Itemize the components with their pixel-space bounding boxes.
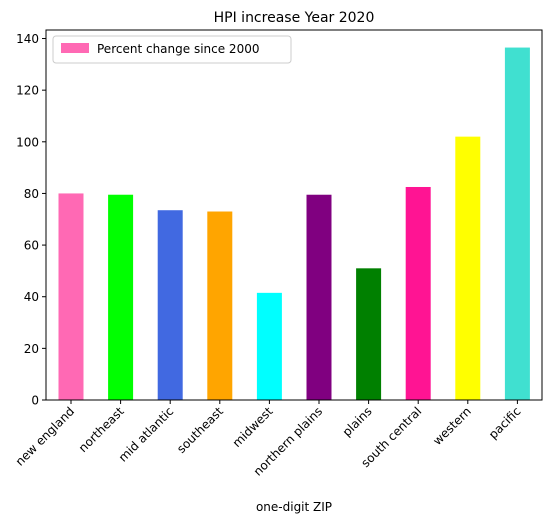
x-tick-label: pacific xyxy=(486,404,524,442)
legend-label: Percent change since 2000 xyxy=(97,42,259,56)
bar-mid-atlantic xyxy=(157,210,183,400)
y-tick-label: 0 xyxy=(31,394,39,408)
x-tick-label: midwest xyxy=(230,404,276,450)
y-tick-label: 80 xyxy=(24,187,39,201)
x-tick-label: western xyxy=(430,404,474,448)
y-tick-label: 140 xyxy=(16,32,39,46)
legend-swatch xyxy=(61,43,89,53)
y-tick-label: 60 xyxy=(24,239,39,253)
bar-south-central xyxy=(405,186,431,400)
legend-box xyxy=(52,35,292,64)
bar-midwest xyxy=(256,292,282,400)
chart-title: HPI increase Year 2020 xyxy=(214,10,375,26)
bar-pacific xyxy=(504,47,530,401)
x-tick-label: southeast xyxy=(174,404,226,456)
y-tick-label: 100 xyxy=(16,135,39,149)
y-tick-label: 120 xyxy=(16,84,39,98)
y-axis: 0 20 40 60 80 100 120 140 xyxy=(16,32,46,408)
bar-southeast xyxy=(207,211,233,400)
x-tick-label: plains xyxy=(340,404,375,439)
legend: Percent change since 2000 xyxy=(52,35,292,64)
bar-new-england xyxy=(58,193,84,400)
bars-group xyxy=(58,47,530,401)
y-tick-label: 20 xyxy=(24,342,39,356)
bar-plains xyxy=(356,268,382,400)
y-tick-label: 40 xyxy=(24,290,39,304)
plot-frame xyxy=(45,29,543,401)
bar-northern-plains xyxy=(306,194,332,400)
bar-northeast xyxy=(108,194,134,400)
x-tick-label: northeast xyxy=(76,404,127,455)
x-tick-label: new england xyxy=(13,404,77,468)
x-axis-label: one-digit ZIP xyxy=(256,500,332,514)
bar-western xyxy=(455,136,481,400)
